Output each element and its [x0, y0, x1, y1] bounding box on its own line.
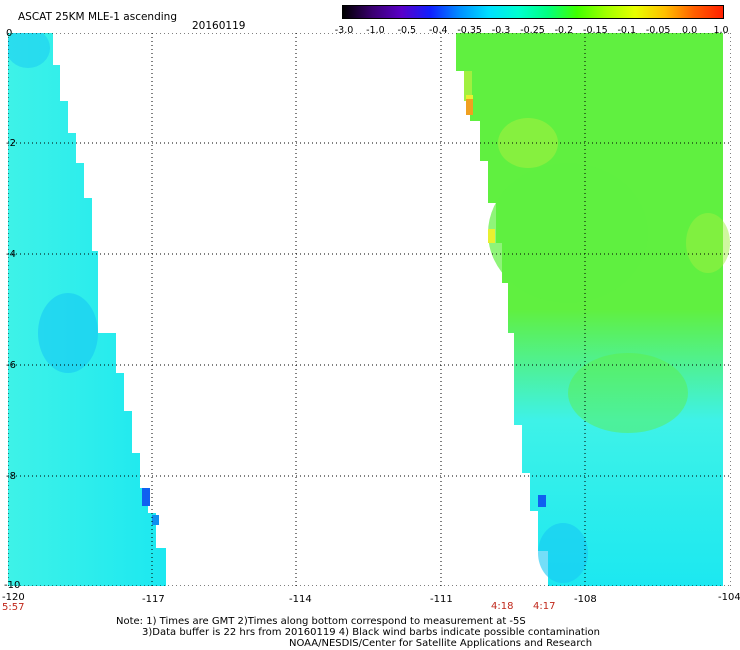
legend-tick-label: -0.3	[491, 25, 511, 36]
note-line-3: NOAA/NESDIS/Center for Satellite Applica…	[289, 638, 593, 649]
color-scale-bar	[342, 5, 724, 19]
right-swath-light-patch	[686, 213, 730, 273]
left-swath-blue-patch	[38, 293, 98, 373]
map-date: 20160119	[192, 20, 246, 32]
legend-tick-label: -0.5	[397, 25, 417, 36]
x-tick-label: -104	[718, 592, 740, 603]
left-swath-blue-cell	[142, 488, 150, 506]
time-label-center-a: 4:18	[491, 601, 514, 612]
legend-tick-label: -0.25	[520, 25, 545, 36]
legend-tick-label: 0.0	[682, 25, 698, 36]
legend-tick-label: -3.0	[334, 25, 354, 36]
legend-tick-label: -0.4	[428, 25, 448, 36]
right-swath-blue-patch	[538, 523, 588, 583]
note-line-1: Note: 1) Times are GMT 2)Times along bot…	[116, 616, 526, 627]
map-title: ASCAT 25KM MLE-1 ascending	[18, 11, 177, 23]
legend-tick-label: -0.1	[617, 25, 637, 36]
y-tick-label: -8	[6, 471, 16, 482]
left-swath-blue-cell	[152, 515, 159, 525]
legend-tick-label: 1.0	[713, 25, 729, 36]
time-label-left: 5:57	[2, 602, 25, 613]
right-swath-yellow-cell	[488, 229, 495, 243]
right-swath-edge	[464, 71, 472, 101]
legend-tick-label: -0.2	[554, 25, 574, 36]
legend-tick-label: -1.0	[366, 25, 385, 36]
x-tick-label: -117	[142, 594, 165, 605]
right-swath	[456, 33, 723, 586]
x-tick-label: -111	[430, 594, 453, 605]
right-swath-green-core	[488, 163, 648, 303]
x-tick-label: -120	[2, 592, 25, 603]
legend-tick-label: -0.15	[583, 25, 608, 36]
x-tick-label: -114	[289, 594, 312, 605]
swath-map	[8, 33, 731, 586]
map-plot	[8, 33, 731, 586]
y-tick-label: -2	[6, 138, 16, 149]
x-tick-label: -108	[574, 594, 597, 605]
y-tick-label: -6	[6, 360, 16, 371]
y-tick-label: 0	[6, 28, 13, 39]
legend-tick-label: -0.35	[457, 25, 482, 36]
time-label-center-b: 4:17	[533, 601, 556, 612]
y-tick-label: -10	[4, 580, 21, 591]
right-swath-blue-cell	[538, 495, 546, 507]
note-line-2: 3)Data buffer is 22 hrs from 20160119 4)…	[142, 627, 600, 638]
legend-tick-label: -0.05	[645, 25, 671, 36]
y-tick-label: -4	[6, 249, 16, 260]
left-swath-top-patch	[8, 33, 50, 68]
right-swath-green-patch	[568, 353, 688, 433]
right-swath-orange-cell	[466, 99, 473, 115]
